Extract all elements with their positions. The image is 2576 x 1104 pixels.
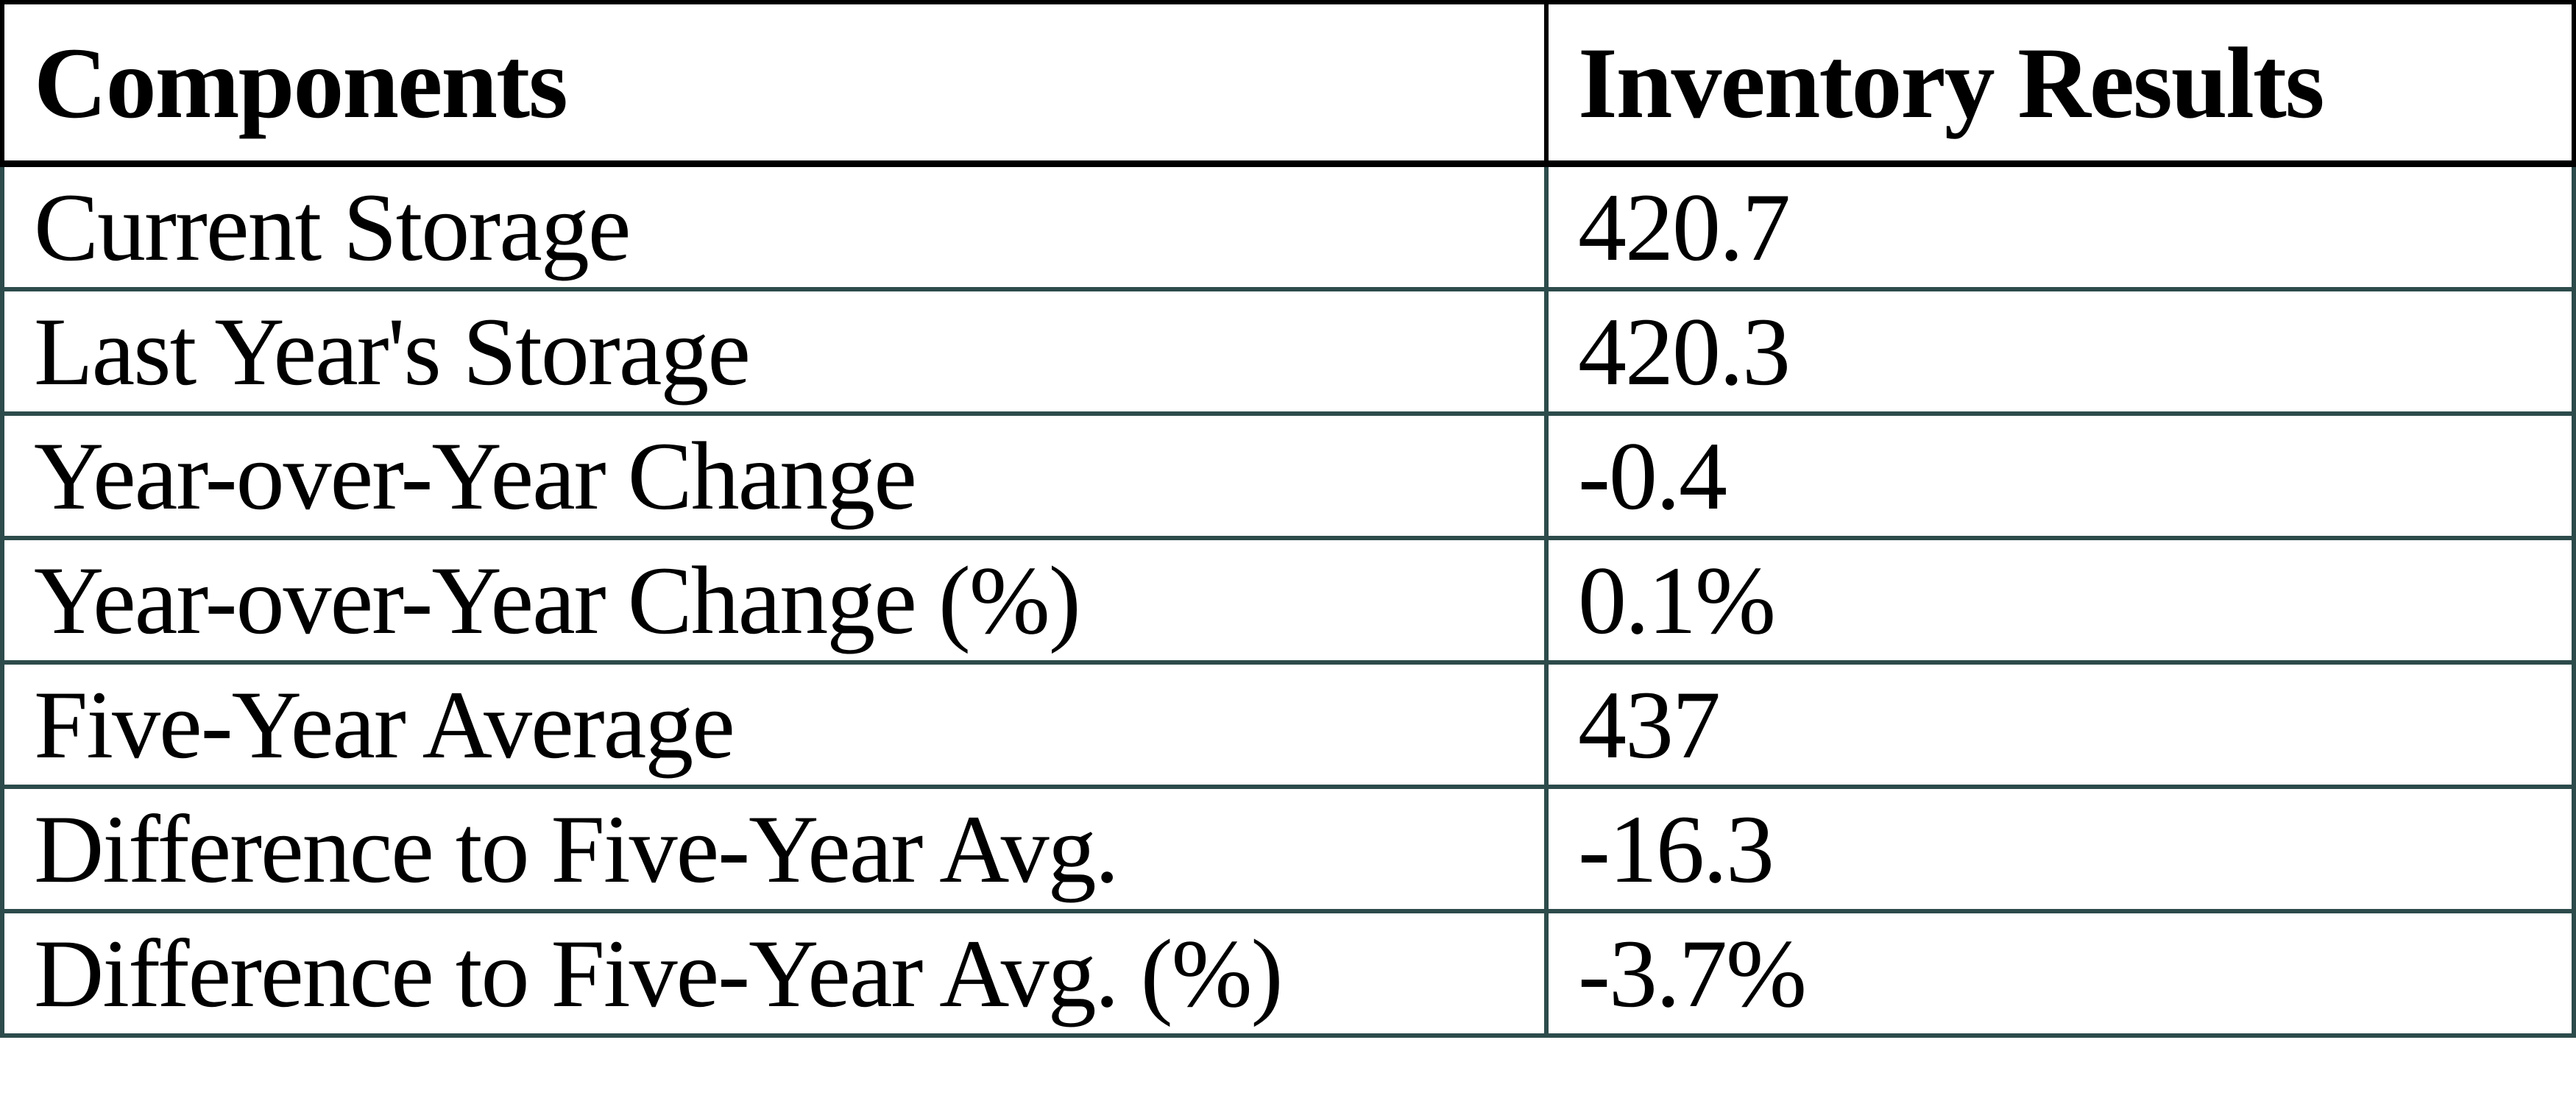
component-cell: Year-over-Year Change — [0, 411, 1549, 540]
component-cell: Difference to Five-Year Avg. — [0, 785, 1549, 913]
table-row: Current Storage 420.7 — [0, 161, 2576, 291]
table-row: Year-over-Year Change -0.4 — [0, 411, 2576, 540]
column-header-inventory-results: Inventory Results — [1544, 0, 2576, 167]
value-cell: 0.1% — [1544, 536, 2576, 665]
value-cell: -3.7% — [1544, 909, 2576, 1038]
component-cell: Difference to Five-Year Avg. (%) — [0, 909, 1549, 1038]
component-cell: Current Storage — [0, 161, 1549, 291]
value-cell: 437 — [1544, 660, 2576, 789]
table-body: Current Storage 420.7 Last Year's Storage 4… — [0, 161, 2576, 1038]
table-row: Difference to Five-Year Avg. (%) -3.7% — [0, 909, 2576, 1038]
value-cell: 420.3 — [1544, 287, 2576, 416]
inventory-table: Components Inventory Results Current Sto… — [0, 0, 2576, 1038]
header-row: Components Inventory Results — [0, 0, 2576, 167]
table-row: Last Year's Storage 420.3 — [0, 287, 2576, 416]
table-row: Year-over-Year Change (%) 0.1% — [0, 536, 2576, 665]
table-row: Five-Year Average 437 — [0, 660, 2576, 789]
column-header-components: Components — [0, 0, 1549, 167]
value-cell: 420.7 — [1544, 161, 2576, 291]
value-cell: -16.3 — [1544, 785, 2576, 913]
table-row: Difference to Five-Year Avg. -16.3 — [0, 785, 2576, 913]
component-cell: Year-over-Year Change (%) — [0, 536, 1549, 665]
value-cell: -0.4 — [1544, 411, 2576, 540]
component-cell: Last Year's Storage — [0, 287, 1549, 416]
component-cell: Five-Year Average — [0, 660, 1549, 789]
